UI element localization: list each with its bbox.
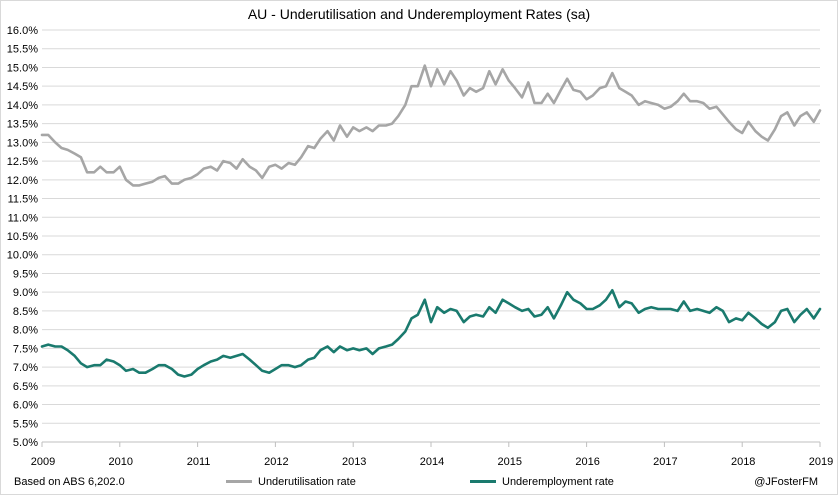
y-tick-label: 13.5% (7, 119, 38, 131)
y-tick-label: 9.0% (13, 287, 38, 299)
credit-note: @JFosterFM (754, 476, 818, 488)
source-note: Based on ABS 6,202.0 (14, 476, 125, 488)
x-tick-label: 2012 (264, 456, 288, 468)
x-tick-label: 2018 (731, 456, 755, 468)
x-tick-label: 2017 (653, 456, 677, 468)
x-tick-label: 2016 (575, 456, 599, 468)
legend-label-underemployment: Underemployment rate (502, 476, 614, 488)
chart-title: AU - Underutilisation and Underemploymen… (247, 6, 591, 22)
x-tick-label: 2010 (109, 456, 133, 468)
legend-item-underutilisation: Underutilisation rate (226, 476, 356, 488)
y-tick-label: 8.5% (13, 306, 38, 318)
x-tick-label: 2009 (31, 456, 55, 468)
y-tick-label: 12.0% (7, 175, 38, 187)
x-tick-label: 2011 (187, 456, 211, 468)
y-tick-label: 11.0% (8, 212, 39, 224)
y-tick-label: 6.0% (13, 400, 38, 412)
y-tick-label: 5.5% (13, 418, 38, 430)
x-tick-label: 2015 (498, 456, 522, 468)
legend-swatch-underemployment (470, 479, 496, 483)
x-tick-label: 2019 (809, 456, 833, 468)
x-axis: 2009 2010 2011 2012 2013 2014 2015 2016 2017 2018… (31, 441, 833, 468)
y-axis-ticks: 5.0% 5.5% 6.0% 6.5% 7.0% 7.5% 8.0% 8.5% 9.0% 9.5%… (7, 25, 38, 449)
y-tick-label: 10.0% (7, 250, 38, 262)
series-line-underemployment (40, 288, 822, 378)
y-tick-label: 12.5% (7, 156, 38, 168)
y-tick-label: 11.5% (8, 194, 39, 206)
y-tick-label: 16.0% (7, 25, 38, 37)
y-tick-label: 7.0% (13, 362, 38, 374)
y-tick-label: 14.0% (7, 100, 38, 112)
legend-item-underemployment: Underemployment rate (470, 476, 614, 488)
legend-swatch-underutilisation (226, 479, 252, 483)
y-tick-label: 13.0% (7, 137, 38, 149)
y-tick-label: 10.5% (7, 231, 38, 243)
legend-label-underutilisation: Underutilisation rate (258, 476, 356, 488)
y-tick-label: 14.5% (7, 81, 38, 93)
y-tick-label: 15.0% (7, 62, 38, 74)
y-tick-label: 5.0% (13, 437, 38, 449)
x-tick-label: 2014 (420, 456, 444, 468)
y-tick-label: 8.0% (13, 325, 38, 337)
y-tick-label: 9.5% (13, 268, 38, 280)
x-tick-label: 2013 (342, 456, 366, 468)
series-lines (40, 64, 822, 378)
y-tick-label: 7.5% (13, 343, 38, 355)
y-tick-label: 15.5% (7, 44, 38, 56)
y-tick-label: 6.5% (13, 381, 38, 393)
series-line-underutilisation (40, 64, 822, 187)
